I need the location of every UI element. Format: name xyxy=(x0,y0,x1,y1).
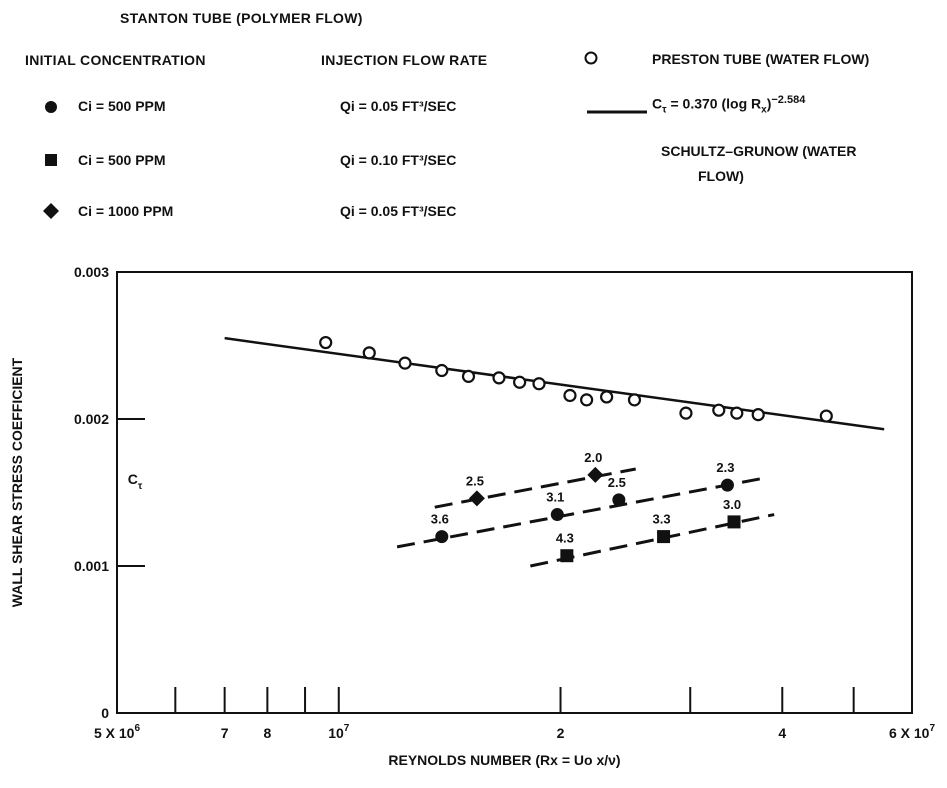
circle-point xyxy=(550,508,564,522)
y-axis-title: WALL SHEAR STRESS COEFFICIENT xyxy=(9,357,25,607)
circle-point xyxy=(720,478,734,492)
preston-point xyxy=(730,406,744,420)
legend-row2-concentration: Ci = 500 PPM xyxy=(78,152,166,168)
preston-point xyxy=(600,390,614,404)
preston-point xyxy=(532,377,546,391)
polymer-legend-header: STANTON TUBE (POLYMER FLOW) xyxy=(120,10,363,26)
y-tick-label: 0.001 xyxy=(74,558,109,574)
square-point xyxy=(560,549,574,563)
preston-point xyxy=(563,388,577,403)
schultz-grunow-label-line2: FLOW) xyxy=(698,168,744,184)
filled-square-icon xyxy=(44,153,58,172)
point-label: 2.5 xyxy=(466,473,484,488)
preston-point xyxy=(679,406,693,420)
preston-point xyxy=(819,409,833,423)
schultz-grunow-line xyxy=(224,336,885,431)
preston-point xyxy=(461,369,476,383)
open-circle-icon xyxy=(584,51,598,70)
schultz-grunow-label-line1: SCHULTZ–GRUNOW (WATER xyxy=(661,143,857,159)
circle-point xyxy=(612,493,626,507)
solid-line-icon xyxy=(587,102,647,120)
preston-point xyxy=(712,403,726,417)
point-label: 3.1 xyxy=(546,490,564,505)
point-label: 3.3 xyxy=(653,512,671,527)
legend-row1-rate: Qi = 0.05 FT³/SEC xyxy=(340,98,457,114)
plot-frame xyxy=(116,271,913,714)
x-tick-label: 2 xyxy=(557,725,565,741)
filled-circle-icon xyxy=(44,100,58,119)
legend-row3-rate: Qi = 0.05 FT³/SEC xyxy=(340,203,457,219)
y-tick-label: 0.003 xyxy=(74,264,109,280)
preston-point xyxy=(751,407,765,422)
point-label: 2.0 xyxy=(584,450,602,465)
point-label: 4.3 xyxy=(556,531,574,546)
preston-legend-label: PRESTON TUBE (WATER FLOW) xyxy=(652,51,870,67)
preston-point xyxy=(580,393,594,407)
x-tick-label: 6 X 107 xyxy=(889,723,935,741)
equation-label: Cτ = 0.370 (log Rx)−2.584 xyxy=(652,94,806,116)
square-point xyxy=(657,530,671,544)
concentration-header: INITIAL CONCENTRATION xyxy=(25,52,206,68)
x-tick-label: 8 xyxy=(263,725,271,741)
y-tick-label: 0 xyxy=(101,705,109,721)
point-label: 3.0 xyxy=(723,497,741,512)
legend-row3-concentration: Ci = 1000 PPM xyxy=(78,203,174,219)
x-tick-label: 5 X 106 xyxy=(94,723,140,741)
point-label: 3.6 xyxy=(431,512,449,527)
diamond-point xyxy=(587,466,604,483)
filled-diamond-icon xyxy=(42,202,60,225)
diamond-point xyxy=(468,490,485,507)
injection-rate-header: INJECTION FLOW RATE xyxy=(321,52,488,68)
y-tick-label: 0.002 xyxy=(74,411,109,427)
x-axis-title: REYNOLDS NUMBER (Rx = Uo x/ν) xyxy=(388,752,620,768)
point-label: 2.3 xyxy=(716,460,734,475)
preston-point xyxy=(362,346,376,360)
circle-point xyxy=(435,530,449,544)
preston-point xyxy=(398,356,412,370)
preston-point xyxy=(627,393,642,407)
preston-point xyxy=(435,363,449,378)
y-axis-inner-label: Cτ xyxy=(128,471,143,492)
x-tick-label: 107 xyxy=(328,723,350,741)
point-label: 2.5 xyxy=(608,475,626,490)
preston-point xyxy=(492,371,506,385)
legend-row2-rate: Qi = 0.10 FT³/SEC xyxy=(340,152,457,168)
dashed-fit-line xyxy=(396,476,767,549)
preston-point xyxy=(319,335,333,350)
x-tick-label: 4 xyxy=(778,725,786,741)
square-point xyxy=(727,515,741,529)
preston-point xyxy=(513,375,527,389)
x-tick-label: 7 xyxy=(221,725,229,741)
legend-row1-concentration: Ci = 500 PPM xyxy=(78,98,166,114)
